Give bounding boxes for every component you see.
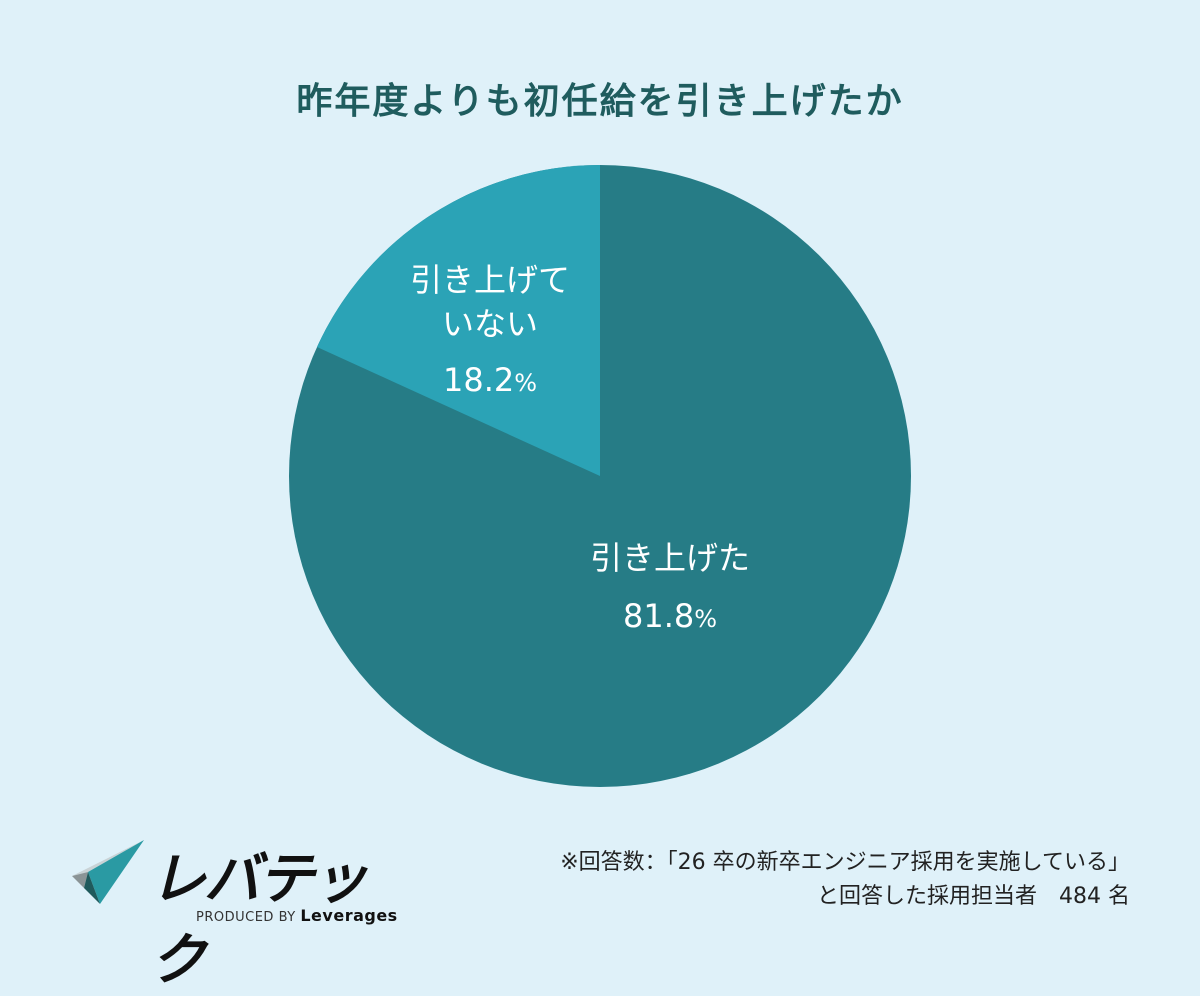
label-text: 引き上げて bbox=[409, 261, 570, 299]
produced-by: PRODUCED BY Leverages bbox=[196, 906, 398, 925]
label-percent: 18.2% bbox=[442, 361, 538, 399]
respondent-note: ※回答数：「26 卒の新卒エンジニア採用を実施している」 と回答した採用担当者 … bbox=[560, 846, 1130, 914]
label-text: 引き上げた bbox=[589, 539, 750, 577]
slice-not-raised bbox=[317, 165, 600, 476]
label-raised: 引き上げた 81.8% bbox=[530, 536, 810, 641]
label-not-raised: 引き上げて いない 18.2% bbox=[380, 258, 600, 405]
logo-mark-icon bbox=[72, 840, 144, 904]
levtech-logo: レバテック PRODUCED BY Leverages bbox=[66, 838, 398, 993]
label-text: いない bbox=[441, 305, 538, 343]
label-percent: 81.8% bbox=[622, 597, 718, 635]
logo-name: レバテック bbox=[150, 847, 368, 993]
note-line: ※回答数：「26 卒の新卒エンジニア採用を実施している」 bbox=[560, 850, 1130, 875]
note-line: と回答した採用担当者 484 名 bbox=[817, 884, 1130, 909]
chart-title: 昨年度よりも初任給を引き上げたか bbox=[296, 81, 904, 122]
